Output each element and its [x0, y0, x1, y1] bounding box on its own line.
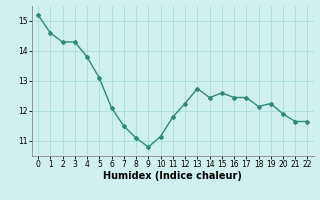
X-axis label: Humidex (Indice chaleur): Humidex (Indice chaleur)	[103, 171, 242, 181]
